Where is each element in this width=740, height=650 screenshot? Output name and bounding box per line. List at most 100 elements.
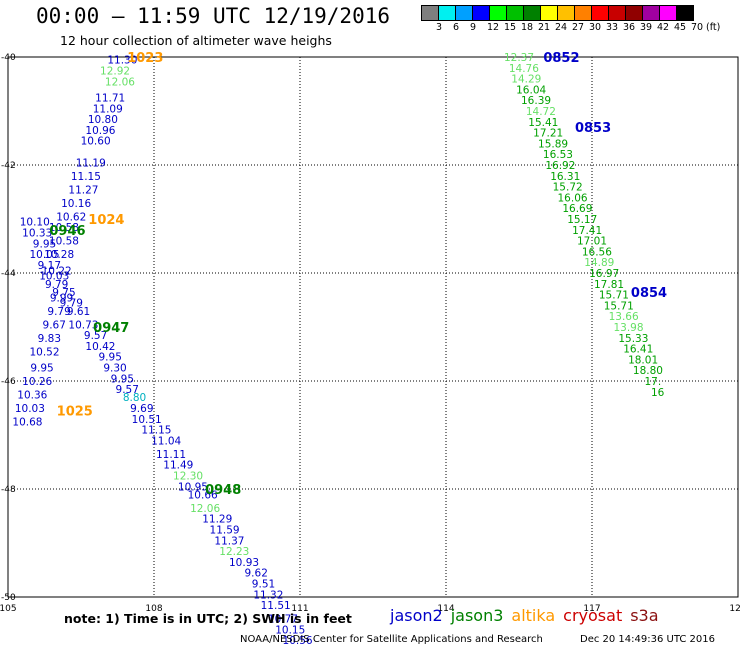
pass-time-label: 0946 xyxy=(49,224,85,239)
lon-tick-label: 114 xyxy=(437,604,454,614)
wave-height-value: 10.05 xyxy=(29,249,59,261)
scale-label: 9 xyxy=(470,22,477,33)
wave-height-value: 9.99 xyxy=(50,292,73,304)
wave-height-value: 9.67 xyxy=(43,319,66,331)
scale-label: 33 xyxy=(606,22,619,33)
wave-height-value: 10.62 xyxy=(56,211,86,223)
scale-label: 42 xyxy=(657,22,670,33)
wave-height-value: 10.22 xyxy=(42,265,72,277)
scale-label: 6 xyxy=(453,22,460,33)
lon-tick-label: 117 xyxy=(583,604,600,614)
pass-time-label: 0947 xyxy=(93,321,129,336)
wave-height-value: 11.37 xyxy=(214,535,244,547)
wave-height-value: 15.71 xyxy=(604,300,634,312)
pass-time-label: 1025 xyxy=(57,405,93,420)
wave-height-value: 10.93 xyxy=(229,557,259,569)
pass-time-label: 1023 xyxy=(127,51,163,66)
wave-height-value: 15.71 xyxy=(599,290,629,302)
wave-height-value: 11.09 xyxy=(93,103,123,115)
lat-tick-label: -44 xyxy=(1,269,16,279)
scale-label: 39 xyxy=(640,22,653,33)
wave-height-value: 10.15 xyxy=(275,624,305,636)
wave-height-value: 10.36 xyxy=(17,390,47,402)
wave-height-value: 14.72 xyxy=(526,106,556,118)
wave-height-value: 10.68 xyxy=(12,417,42,429)
wave-height-value: 16.31 xyxy=(550,171,580,183)
lat-tick-label: -48 xyxy=(1,485,16,495)
wave-height-value: 10.16 xyxy=(61,198,91,210)
wave-height-value: 9.75 xyxy=(52,287,75,299)
color-scale xyxy=(421,5,694,21)
wave-height-value: 15.72 xyxy=(553,182,583,194)
lon-tick-label: 120 xyxy=(729,604,740,614)
scale-label: 18 xyxy=(521,22,534,33)
wave-height-value: 10.42 xyxy=(85,341,115,353)
wave-height-value: 9.95 xyxy=(111,373,134,385)
wave-height-value: 16.04 xyxy=(516,84,546,96)
scale-label: 36 xyxy=(623,22,636,33)
wave-height-value: 11.19 xyxy=(76,157,106,169)
wave-height-value: 15.89 xyxy=(538,138,568,150)
wave-height-value: 16.56 xyxy=(582,246,612,258)
wave-height-value: 12.06 xyxy=(105,76,135,88)
footer-credit: NOAA/NESDIS Center for Satellite Applica… xyxy=(240,634,543,645)
pass-time-label: 0854 xyxy=(631,286,667,301)
wave-height-value: 10.66 xyxy=(188,489,218,501)
wave-height-value: 10.60 xyxy=(81,136,111,148)
wave-height-value: 9.17 xyxy=(38,260,61,272)
wave-height-value: 16.92 xyxy=(545,160,575,172)
wave-height-value: 10.96 xyxy=(85,125,115,137)
wave-height-value: 9.95 xyxy=(33,238,56,250)
lat-tick-label: -46 xyxy=(1,377,16,387)
wave-height-value: 9.61 xyxy=(67,306,90,318)
wave-height-value: 10.56 xyxy=(283,635,313,647)
wave-height-value: 17.81 xyxy=(594,279,624,291)
wave-height-value: 10.26 xyxy=(22,376,52,388)
pass-time-label: 0852 xyxy=(543,51,579,66)
scale-swatch xyxy=(676,5,694,21)
wave-height-value: 11.27 xyxy=(68,184,98,196)
wave-height-value: 18.80 xyxy=(633,365,663,377)
wave-height-value: 10.03 xyxy=(15,403,45,415)
wave-height-value: 9.51 xyxy=(252,579,275,591)
scale-label: 24 xyxy=(555,22,568,33)
wave-height-value: 10.28 xyxy=(44,249,74,261)
wave-height-value: 10.80 xyxy=(88,114,118,126)
pass-time-label: 0853 xyxy=(575,121,611,136)
wave-height-value: 11.71 xyxy=(95,93,125,105)
lon-tick-label: 105 xyxy=(0,604,17,614)
wave-height-value: 10.77 xyxy=(268,614,298,626)
wave-height-value: 10.33 xyxy=(22,228,52,240)
wave-height-value: 12.06 xyxy=(190,503,220,515)
satellite-altika: altika xyxy=(511,606,556,625)
scale-label: 45 xyxy=(674,22,687,33)
wave-height-value: 13.98 xyxy=(613,322,643,334)
wave-height-value: 15.41 xyxy=(528,117,558,129)
wave-height-value: 11.32 xyxy=(253,589,283,601)
scale-label: (ft) xyxy=(706,22,721,33)
pass-time-label: 1024 xyxy=(88,213,124,228)
wave-height-value: 16.06 xyxy=(558,192,588,204)
wave-height-value: 11.15 xyxy=(141,425,171,437)
satellite-legend: jason2 jason3 altika cryosat s3a xyxy=(390,606,667,625)
wave-height-value: 12.37 xyxy=(504,52,534,64)
wave-height-value: 11.51 xyxy=(261,600,291,612)
wave-height-value: 16.97 xyxy=(589,268,619,280)
wave-height-value: 9.95 xyxy=(99,352,122,364)
units-note: note: 1) Time is in UTC; 2) SWH is in fe… xyxy=(64,611,352,626)
wave-height-value: 12.30 xyxy=(173,471,203,483)
wave-height-value: 12.23 xyxy=(219,546,249,558)
wave-height-value: 11.04 xyxy=(151,435,181,447)
wave-height-value: 9.83 xyxy=(38,333,61,345)
wave-height-value: 16.53 xyxy=(543,149,573,161)
scale-label: 27 xyxy=(572,22,585,33)
wave-height-value: 11.30 xyxy=(107,55,137,67)
wave-height-value: 10.51 xyxy=(132,414,162,426)
scale-label: 21 xyxy=(538,22,551,33)
wave-height-value: 14.29 xyxy=(511,74,541,86)
wave-height-value: 13.66 xyxy=(609,311,639,323)
wave-height-value: 9.95 xyxy=(30,363,53,375)
wave-height-value: 11.49 xyxy=(163,460,193,472)
lon-tick-label: 108 xyxy=(145,604,162,614)
wave-height-value: 9.79 xyxy=(47,306,70,318)
